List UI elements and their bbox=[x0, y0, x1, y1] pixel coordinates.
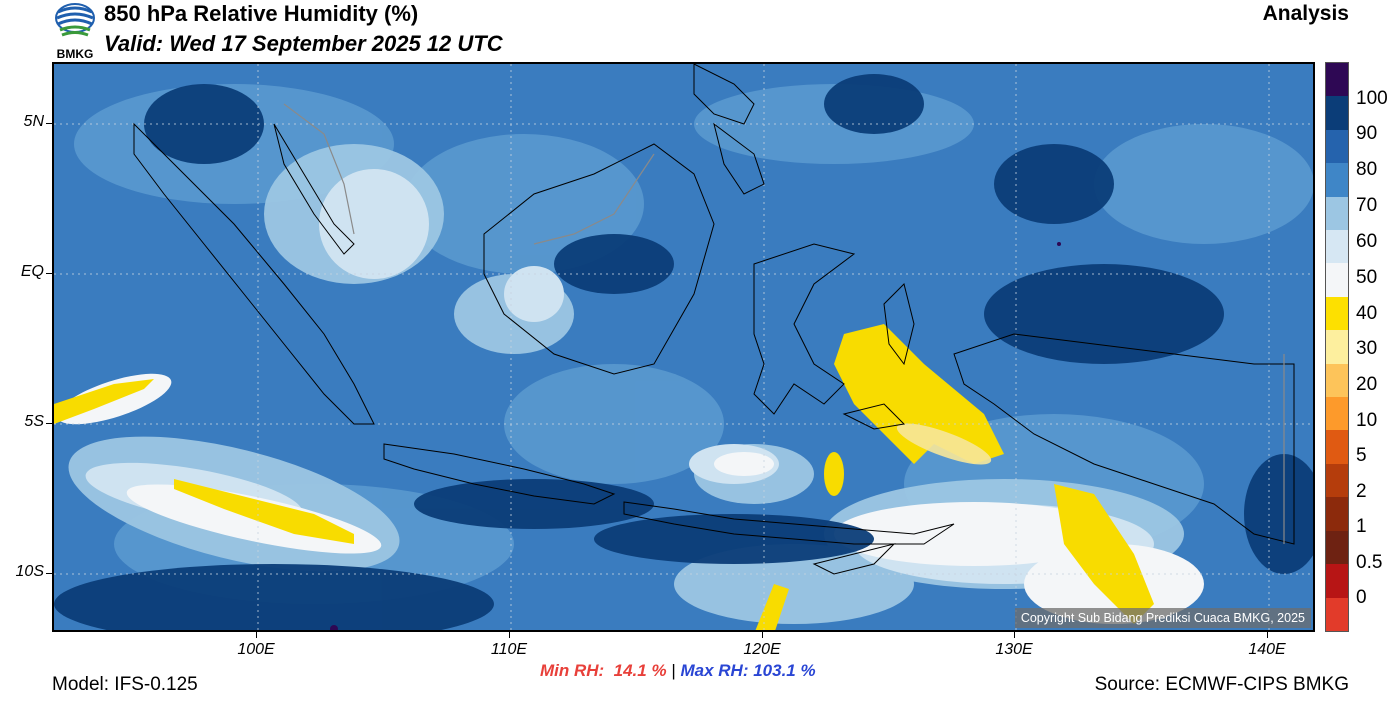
bmkg-logo: BMKG bbox=[52, 2, 98, 61]
stats-separator: | bbox=[666, 661, 681, 680]
lat-label-10s: 10S bbox=[15, 563, 44, 580]
lon-label-140e: 140E bbox=[1248, 641, 1286, 658]
colorbar-box bbox=[1326, 430, 1348, 464]
source-label: Source: ECMWF-CIPS BMKG bbox=[1094, 674, 1349, 695]
map-canvas bbox=[54, 64, 1313, 630]
colorbar-box bbox=[1326, 196, 1348, 231]
colorbar-box bbox=[1326, 63, 1348, 97]
lat-tick bbox=[46, 123, 52, 124]
lon-label-120e: 120E bbox=[743, 641, 781, 658]
colorbar-label-80: 80 bbox=[1356, 159, 1378, 180]
logo-text: BMKG bbox=[57, 47, 94, 60]
chart-title: 850 hPa Relative Humidity (%) bbox=[104, 1, 419, 26]
lat-tick bbox=[46, 423, 52, 424]
lat-label-5n: 5N bbox=[23, 113, 44, 130]
colorbar-box bbox=[1326, 363, 1348, 398]
colorbar-box bbox=[1326, 230, 1348, 264]
colorbar-box bbox=[1326, 463, 1348, 498]
lon-label-110e: 110E bbox=[490, 641, 528, 658]
colorbar-label-70: 70 bbox=[1356, 195, 1378, 216]
lat-label-eq: EQ bbox=[20, 263, 44, 280]
model-label: Model: IFS-0.125 bbox=[52, 674, 198, 695]
colorbar-label-0: 0 bbox=[1356, 587, 1367, 608]
colorbar-box bbox=[1326, 530, 1348, 565]
humidity-map: Copyright Sub Bidang Prediksi Cuaca BMKG… bbox=[52, 62, 1315, 632]
colorbar-box bbox=[1326, 96, 1348, 130]
lat-tick bbox=[46, 273, 52, 274]
colorbar-box bbox=[1326, 330, 1348, 364]
lon-label-130e: 130E bbox=[995, 641, 1033, 658]
colorbar-label-5: 5 bbox=[1356, 445, 1367, 466]
colorbar-label-40: 40 bbox=[1356, 303, 1378, 324]
min-max-stats: Min RH: 14.1 % | Max RH: 103.1 % bbox=[540, 661, 816, 681]
lon-tick bbox=[509, 632, 510, 638]
colorbar-box bbox=[1326, 296, 1348, 331]
colorbar-label-0-5: 0.5 bbox=[1356, 552, 1383, 573]
colorbar-label-20: 20 bbox=[1356, 374, 1378, 395]
colorbar-label-100: 100 bbox=[1356, 88, 1388, 109]
colorbar-box bbox=[1326, 564, 1348, 598]
colorbar-label-1: 1 bbox=[1356, 516, 1367, 537]
lon-tick bbox=[256, 632, 257, 638]
valid-time: Valid: Wed 17 September 2025 12 UTC bbox=[104, 31, 503, 56]
colorbar-box bbox=[1326, 263, 1348, 297]
analysis-label: Analysis bbox=[1262, 2, 1349, 25]
lon-tick bbox=[1014, 632, 1015, 638]
colorbar-box bbox=[1326, 497, 1348, 531]
colorbar-box bbox=[1326, 397, 1348, 431]
colorbar-label-50: 50 bbox=[1356, 267, 1378, 288]
colorbar-box bbox=[1326, 163, 1348, 197]
colorbar bbox=[1325, 62, 1349, 632]
colorbar-label-10: 10 bbox=[1356, 410, 1378, 431]
lat-tick bbox=[46, 573, 52, 574]
lat-label-5s: 5S bbox=[24, 413, 44, 430]
min-rh: Min RH: 14.1 % bbox=[540, 661, 667, 680]
colorbar-box bbox=[1326, 129, 1348, 164]
colorbar-label-90: 90 bbox=[1356, 123, 1378, 144]
max-rh: Max RH: 103.1 % bbox=[680, 661, 816, 680]
lon-tick bbox=[762, 632, 763, 638]
lon-tick bbox=[1267, 632, 1268, 638]
colorbar-box bbox=[1326, 597, 1348, 631]
colorbar-label-30: 30 bbox=[1356, 338, 1378, 359]
copyright-notice: Copyright Sub Bidang Prediksi Cuaca BMKG… bbox=[1014, 608, 1311, 628]
lon-label-100e: 100E bbox=[237, 641, 275, 658]
colorbar-label-2: 2 bbox=[1356, 481, 1367, 502]
colorbar-label-60: 60 bbox=[1356, 231, 1378, 252]
